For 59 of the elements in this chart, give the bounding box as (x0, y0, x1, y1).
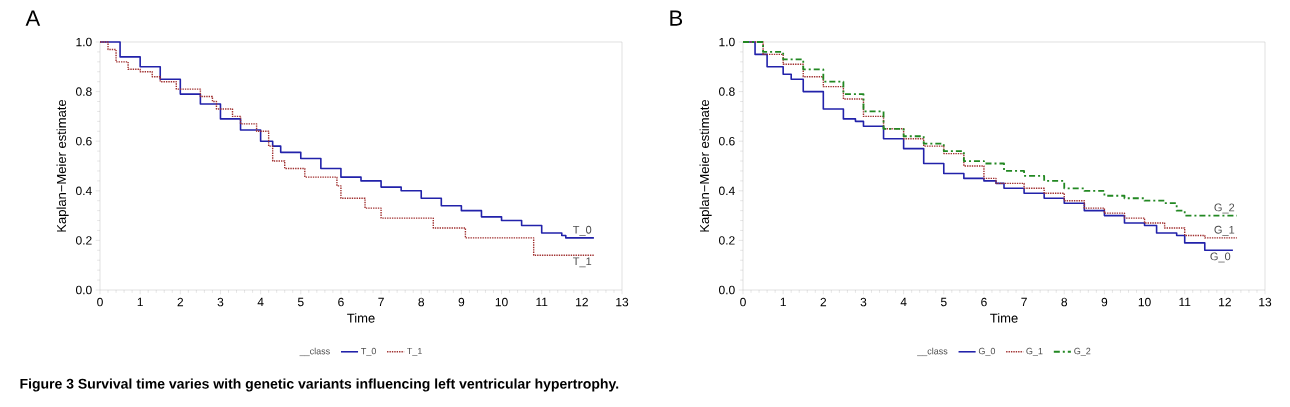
legend-title: __class (917, 347, 948, 357)
legend-label: T_0 (361, 347, 377, 356)
legend-title: __class (299, 347, 330, 357)
text: T_0 (573, 225, 592, 236)
x-axis-title: Time (990, 313, 1018, 323)
x-tick-label: 10 (495, 297, 508, 307)
text: Figure 3 Survival time varies with genetic variants influencing left ventricular hypertrophy. (20, 378, 619, 392)
text: G_0 (1210, 252, 1231, 263)
x-tick-label: 6 (338, 297, 344, 307)
y-tick-label: 0.0 (719, 285, 735, 295)
text: T_1 (573, 257, 592, 268)
x-tick-label: 4 (900, 297, 907, 307)
y-tick-label: 0.4 (719, 186, 735, 196)
x-tick-label: 2 (177, 297, 184, 307)
y-tick-label: 0.0 (75, 285, 92, 295)
x-tick-label: 8 (1061, 297, 1068, 307)
y-tick-label: 0.8 (719, 87, 735, 96)
x-tick-label: 10 (1138, 297, 1151, 307)
y-tick-label: 0.4 (75, 186, 92, 196)
chart-title: A (25, 10, 41, 26)
x-tick-label: 8 (418, 297, 425, 307)
x-tick-label: 6 (981, 297, 987, 307)
y-tick-label: 0.6 (719, 136, 735, 146)
y-tick-label: 0.6 (75, 136, 92, 146)
y-tick-label: 1.0 (76, 37, 92, 47)
y-tick-label: 0.2 (75, 236, 92, 245)
x-tick-label: 5 (297, 297, 304, 307)
legend-label: T_1 (407, 347, 422, 356)
x-tick-label: 5 (940, 297, 947, 307)
y-tick-label: 0.2 (719, 236, 735, 245)
y-tick-label: 0.8 (75, 87, 92, 96)
x-tick-label: 0 (740, 297, 746, 307)
x-tick-label: 2 (820, 297, 827, 307)
x-tick-label: 9 (458, 297, 465, 307)
x-tick-label: 11 (536, 297, 548, 307)
x-tick-label: 3 (860, 297, 867, 307)
x-tick-label: 12 (1219, 297, 1231, 307)
chart-title: B (670, 10, 683, 26)
legend-label: G_2 (1074, 347, 1091, 356)
x-tick-label: 13 (1259, 297, 1272, 307)
x-tick-label: 7 (1021, 297, 1027, 307)
x-tick-label: 1 (137, 297, 143, 307)
legend-label: G_0 (978, 347, 996, 356)
x-tick-label: 12 (576, 297, 588, 307)
x-tick-label: 4 (257, 297, 264, 307)
x-tick-label: 1 (780, 297, 786, 307)
x-tick-label: 7 (378, 297, 384, 307)
x-tick-label: 11 (1179, 297, 1191, 307)
text: G_2 (1214, 203, 1235, 214)
x-axis-title: Time (347, 313, 375, 323)
y-tick-label: 1.0 (719, 37, 735, 47)
y-axis-title: Kaplan−Meier estimate (699, 99, 712, 232)
x-tick-label: 9 (1101, 297, 1108, 307)
y-axis-title: Kaplan−Meier estimate (56, 99, 69, 232)
x-tick-label: 3 (217, 297, 224, 307)
legend-label: G_1 (1026, 347, 1043, 356)
x-tick-label: 13 (616, 297, 629, 307)
x-tick-label: 0 (97, 297, 103, 307)
text: G_1 (1214, 225, 1235, 236)
